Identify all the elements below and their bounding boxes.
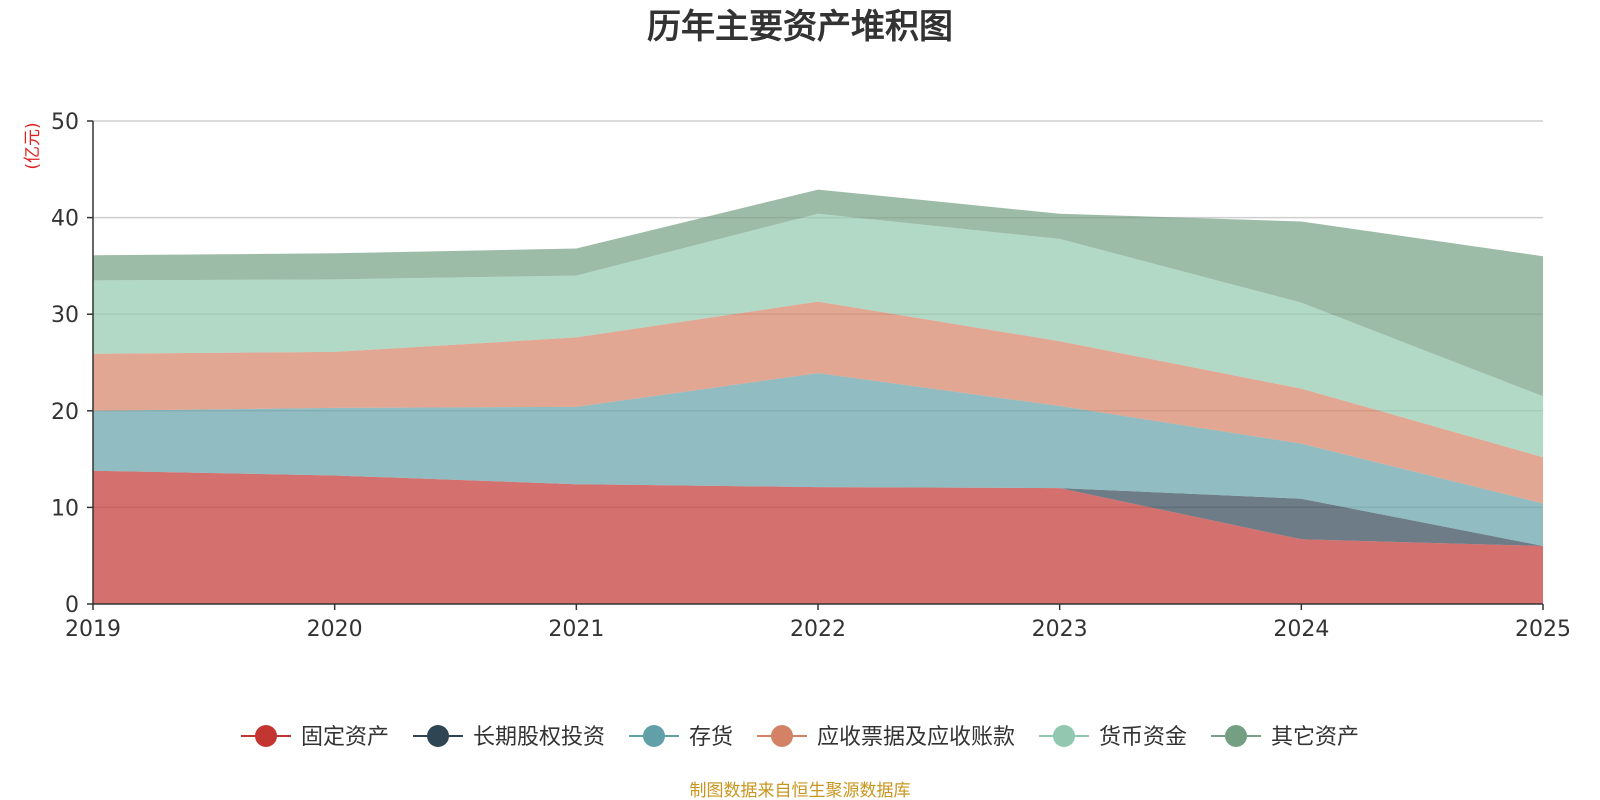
legend-label: 货币资金 <box>1099 725 1187 750</box>
legend-dot-icon <box>255 725 277 747</box>
y-tick-label: 40 <box>51 207 79 232</box>
stacked-areas <box>93 189 1543 604</box>
x-tick-label: 2021 <box>548 617 604 642</box>
y-axis-unit-label: (亿元) <box>23 122 43 169</box>
legend: 固定资产 长期股权投资 存货 应收票据及应收账款 货币资金 其它资产 <box>241 725 1359 750</box>
legend-item-3[interactable]: 应收票据及应收账款 <box>757 725 1015 750</box>
legend-dot-icon <box>643 725 665 747</box>
area-series-1[interactable] <box>93 470 1543 546</box>
axes: 0 10 20 30 40 50 2019 2020 2021 2022 2023 2024 2025 <box>51 110 1571 642</box>
legend-item-1[interactable]: 长期股权投资 <box>413 725 605 750</box>
x-tick-label: 2023 <box>1032 617 1088 642</box>
legend-label: 应收票据及应收账款 <box>817 725 1015 750</box>
x-tick-label: 2020 <box>307 617 363 642</box>
legend-dot-icon <box>1053 725 1075 747</box>
area-series-2[interactable] <box>93 373 1543 546</box>
y-tick-label: 20 <box>51 400 79 425</box>
y-tick-label: 50 <box>51 110 79 135</box>
y-tick-label: 30 <box>51 303 79 328</box>
legend-dot-icon <box>771 725 793 747</box>
x-tick-label: 2024 <box>1273 617 1329 642</box>
legend-item-2[interactable]: 存货 <box>629 725 733 750</box>
area-series-0[interactable] <box>93 470 1543 604</box>
legend-label: 长期股权投资 <box>473 725 605 750</box>
legend-dot-icon <box>1225 725 1247 747</box>
data-source-note: 制图数据来自恒生聚源数据库 <box>690 781 911 800</box>
x-tick-label: 2025 <box>1515 617 1571 642</box>
x-tick-label: 2022 <box>790 617 846 642</box>
legend-item-4[interactable]: 货币资金 <box>1039 725 1187 750</box>
legend-label: 存货 <box>689 725 733 750</box>
legend-label: 固定资产 <box>301 725 389 750</box>
x-tick-label: 2019 <box>65 617 121 642</box>
area-series-3[interactable] <box>93 301 1543 504</box>
y-tick-label: 10 <box>51 496 79 521</box>
area-series-5[interactable] <box>93 189 1543 397</box>
legend-dot-icon <box>427 725 449 747</box>
legend-label: 其它资产 <box>1271 725 1359 750</box>
legend-item-5[interactable]: 其它资产 <box>1211 725 1359 750</box>
area-series-4[interactable] <box>93 213 1543 458</box>
chart-title: 历年主要资产堆积图 <box>647 7 953 47</box>
legend-item-0[interactable]: 固定资产 <box>241 725 389 750</box>
y-tick-label: 0 <box>65 593 79 618</box>
